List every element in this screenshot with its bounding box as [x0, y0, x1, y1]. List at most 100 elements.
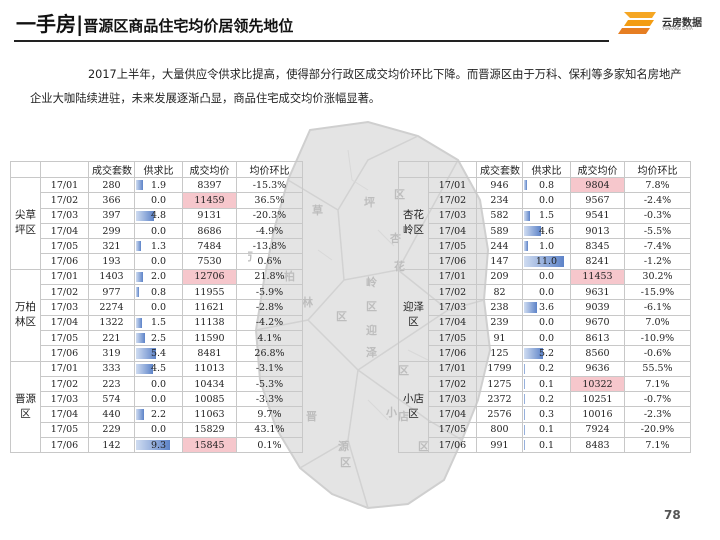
mom-cell: -2.4% [624, 192, 691, 209]
ratio-cell: 0.1 [522, 437, 571, 454]
title-separator: | [76, 12, 84, 36]
price-cell: 15829 [182, 421, 237, 439]
price-cell: 15845 [182, 437, 237, 454]
table-row: 17/05 800 0.1 7924 -20.9% [399, 421, 691, 439]
month-cell: 17/05 [428, 329, 477, 347]
units-cell: 440 [88, 406, 135, 423]
month-cell: 17/02 [428, 192, 477, 209]
ratio-value: 0.0 [538, 194, 555, 206]
ratio-value: 5.4 [150, 347, 167, 359]
district-name: 晋源区 [10, 360, 41, 454]
price-cell: 10085 [182, 391, 237, 408]
month-cell: 17/04 [40, 222, 89, 240]
table-row: 17/06 125 5.2 8560 -0.6% [399, 345, 691, 362]
table-row: 17/04 589 4.6 9013 -5.5% [399, 222, 691, 240]
ratio-bar [524, 394, 525, 405]
mom-cell: -4.9% [236, 222, 303, 240]
price-cell: 11453 [570, 268, 625, 286]
units-cell: 229 [88, 421, 135, 439]
ratio-bar [136, 348, 156, 359]
ratio-value: 0.0 [150, 225, 167, 237]
ratio-value: 0.1 [538, 424, 555, 436]
ratio-value: 4.8 [150, 210, 167, 222]
table-row: 17/05 91 0.0 8613 -10.9% [399, 329, 691, 347]
units-cell: 397 [88, 207, 135, 224]
ratio-bar [524, 180, 527, 191]
map-label: 迎 [366, 323, 377, 337]
ratio-value: 1.0 [538, 240, 555, 252]
ratio-cell: 0.2 [522, 360, 571, 377]
mom-cell: 43.1% [236, 421, 303, 439]
table-header-row: 成交套数 供求比 成交均价 均价环比 [398, 161, 691, 178]
table-row: 17/04 440 2.2 11063 9.7% [11, 406, 303, 423]
ratio-cell: 1.9 [134, 176, 183, 194]
units-cell: 977 [88, 284, 135, 301]
header: 一手房|晋源区商品住宅均价居领先地位 云房数据 YUNFANG DATA [0, 0, 720, 44]
ratio-cell: 4.8 [134, 207, 183, 224]
price-cell: 8483 [570, 437, 625, 454]
ratio-bar [136, 271, 144, 283]
table-row: 17/05 244 1.0 8345 -7.4% [399, 238, 691, 255]
month-cell: 17/01 [428, 360, 477, 377]
price-cell: 9636 [570, 360, 625, 377]
month-cell: 17/06 [428, 345, 477, 362]
ratio-bar [136, 332, 146, 344]
ratio-bar [136, 440, 171, 451]
ratio-value: 1.3 [150, 240, 167, 252]
ratio-cell: 9.3 [134, 437, 183, 454]
ratio-bar [136, 180, 143, 191]
ratio-value: 0.0 [150, 194, 167, 206]
table-row: 晋源区 17/01 333 4.5 11013 -3.1% [10, 360, 303, 454]
units-cell: 1275 [476, 375, 523, 393]
units-cell: 239 [476, 314, 523, 331]
header-units: 成交套数 [476, 161, 523, 178]
price-cell: 10322 [570, 375, 625, 393]
month-cell: 17/02 [40, 375, 89, 393]
ratio-cell: 5.2 [522, 345, 571, 362]
units-cell: 1403 [88, 268, 135, 286]
month-cell: 17/05 [40, 329, 89, 347]
table-row: 17/06 147 11.0 8241 -1.2% [399, 253, 691, 270]
ratio-cell: 0.0 [134, 222, 183, 240]
units-cell: 223 [88, 375, 135, 393]
units-cell: 234 [476, 192, 523, 209]
table-row: 17/03 397 4.8 9131 -20.3% [11, 207, 303, 224]
month-cell: 17/03 [428, 207, 477, 224]
table-row: 17/03 238 3.6 9039 -6.1% [399, 299, 691, 316]
month-cell: 17/02 [428, 284, 477, 301]
mom-cell: -20.9% [624, 421, 691, 439]
table-row: 17/03 2372 0.2 10251 -0.7% [399, 391, 691, 408]
mom-cell: -7.4% [624, 238, 691, 255]
ratio-value: 9.3 [150, 439, 167, 451]
mom-cell: 4.1% [236, 329, 303, 347]
month-cell: 17/04 [428, 222, 477, 240]
units-cell: 946 [476, 176, 523, 194]
mom-cell: 7.1% [624, 375, 691, 393]
table-row: 17/02 82 0.0 9631 -15.9% [399, 284, 691, 301]
ratio-value: 0.0 [538, 317, 555, 329]
month-cell: 17/01 [428, 268, 477, 286]
mom-cell: -0.3% [624, 207, 691, 224]
month-cell: 17/03 [40, 299, 89, 316]
ratio-cell: 1.5 [134, 314, 183, 331]
price-cell: 8560 [570, 345, 625, 362]
title-subtitle: 晋源区商品住宅均价居领先地位 [83, 17, 294, 35]
price-cell: 11063 [182, 406, 237, 423]
ratio-cell: 0.1 [522, 375, 571, 393]
month-cell: 17/03 [428, 391, 477, 408]
ratio-bar [524, 363, 525, 374]
price-cell: 10016 [570, 406, 625, 423]
ratio-cell: 1.0 [522, 238, 571, 255]
ratio-cell: 0.0 [522, 314, 571, 331]
price-cell: 9670 [570, 314, 625, 331]
ratio-bar [136, 363, 153, 374]
mom-cell: 55.5% [624, 360, 691, 377]
ratio-value: 2.2 [150, 409, 167, 421]
header-mom: 均价环比 [624, 161, 691, 178]
ratio-bar [524, 302, 538, 313]
ratio-value: 0.8 [150, 286, 167, 298]
month-cell: 17/06 [428, 437, 477, 454]
table-row: 迎泽区 17/01 209 0.0 11453 30.2% [398, 268, 691, 362]
ratio-cell: 2.2 [134, 406, 183, 423]
map-label: 坪 [364, 196, 375, 209]
